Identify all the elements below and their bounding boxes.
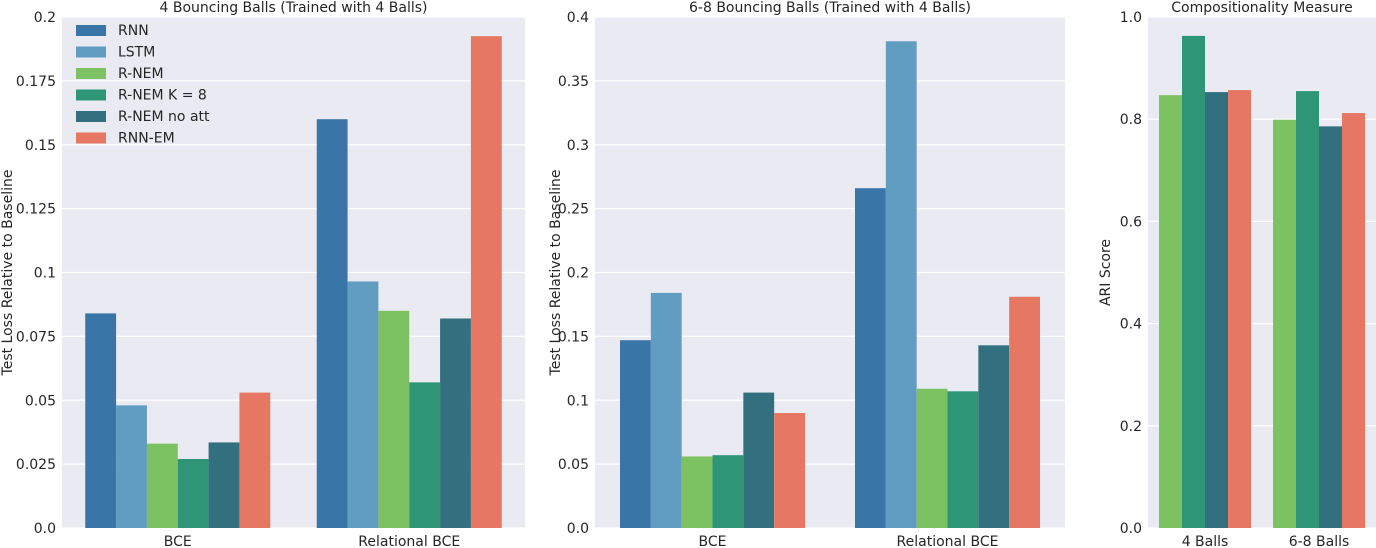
- panel-2-bar: [620, 340, 651, 528]
- panel-2-ytick-label: 0.15: [558, 329, 589, 345]
- legend: RNN LSTM R-NEM R-NEM K = 8 R-NEM no att RNN-E…: [76, 23, 210, 147]
- panel-3-ytick-label: 0.4: [1120, 317, 1142, 333]
- panel-1-bar: [146, 443, 178, 528]
- panel-1-bar: [116, 405, 147, 528]
- panel-2-xtick-label: Relational BCE: [897, 534, 999, 548]
- panel-3-xtick-label: 4 Balls: [1182, 534, 1229, 548]
- panel-2-bar: [743, 392, 775, 528]
- legend-swatch: [76, 111, 106, 122]
- panel-3-bar: [1159, 95, 1182, 529]
- panel-1-ytick-label: 0.175: [16, 74, 56, 90]
- panel-2-bar: [947, 391, 979, 528]
- legend-swatch: [76, 89, 106, 101]
- panel-3-ytick-label: 0.8: [1120, 112, 1142, 128]
- panel-2-bar: [1009, 296, 1040, 528]
- legend-swatch: [76, 25, 106, 36]
- panel-1-ytick-label: 0.15: [25, 138, 56, 154]
- panel-1-bar: [470, 36, 502, 528]
- panel-2-ytick-label: 0.25: [558, 202, 589, 218]
- panel-1-bar: [440, 318, 471, 528]
- panel-1-bar: [316, 119, 348, 528]
- panel-2-bar: [916, 388, 948, 528]
- panel-1-ytick-label: 0.025: [16, 457, 56, 473]
- panel-2-bar: [681, 456, 713, 528]
- panel-1-ytick-label: 0.075: [16, 329, 56, 345]
- panel-2-bar: [774, 413, 805, 528]
- panel-1-bar: [378, 310, 410, 528]
- panel-2-xtick-label: BCE: [699, 534, 727, 548]
- panel-1-bar: [239, 392, 271, 528]
- panel-3-bar: [1205, 92, 1228, 528]
- legend-label: R-NEM no att: [118, 109, 210, 125]
- panel-2-ytick-label: 0.4: [567, 10, 589, 26]
- legend-swatch: [76, 68, 106, 79]
- panel-2-ytick-label: 0.2: [567, 266, 589, 282]
- panel-1-ytick-label: 0.2: [34, 10, 56, 26]
- panel-3-ytick-label: 0.2: [1120, 419, 1142, 435]
- panel-2-ytick-label: 0.0: [567, 521, 589, 537]
- panel-1-ytick-label: 0.125: [16, 202, 56, 218]
- legend-swatch: [76, 132, 106, 144]
- panel-2-ytick-label: 0.1: [567, 393, 589, 409]
- panel-3-ytick-label: 0.6: [1120, 214, 1142, 230]
- panel-2-bar: [855, 188, 886, 528]
- panel-1-bar: [208, 442, 240, 528]
- panel-1: 0.0 0.025 0.05 0.075 0.1 0.125 0.15 0.175 0.2 BCE…: [0, 0, 525, 548]
- legend-label: RNN: [118, 23, 149, 39]
- legend-label: LSTM: [118, 45, 155, 61]
- panel-2-ytick-label: 0.3: [567, 138, 589, 154]
- panel-2-bar: [978, 345, 1010, 528]
- panel-3-bar: [1273, 119, 1296, 528]
- legend-label: RNN-EM: [118, 131, 175, 147]
- panel-1-ylabel: Test Loss Relative to Baseline: [0, 170, 16, 377]
- panel-2-bar: [712, 455, 744, 528]
- panel-3-bar: [1342, 113, 1365, 529]
- panel-3-ytick-label: 0.0: [1120, 521, 1142, 537]
- panel-3-ylabel: ARI Score: [1098, 239, 1114, 306]
- panel-1-ytick-label: 0.0: [34, 521, 56, 537]
- panel-3-bar: [1296, 91, 1319, 528]
- panel-2-bar: [885, 41, 917, 529]
- panel-1-ytick-label: 0.1: [34, 266, 56, 282]
- panel-3-bar: [1319, 126, 1342, 528]
- legend-label: R-NEM: [118, 66, 164, 82]
- panel-3-ytick-label: 1.0: [1120, 10, 1142, 26]
- panel-1-title: 4 Bouncing Balls (Trained with 4 Balls): [159, 0, 427, 16]
- panel-3-bar: [1228, 90, 1251, 528]
- panel-1-ytick-label: 0.05: [25, 393, 56, 409]
- panel-2-ytick-label: 0.35: [558, 74, 589, 90]
- panel-2-title: 6-8 Bouncing Balls (Trained with 4 Balls…: [689, 0, 971, 16]
- legend-swatch: [76, 46, 106, 58]
- panel-3: 0.0 0.2 0.4 0.6 0.8 1.0 4 Balls 6-8 Balls Compos…: [1098, 0, 1376, 548]
- panel-1-xtick-label: BCE: [164, 534, 192, 548]
- panel-3-bar: [1182, 35, 1205, 528]
- panel-1-bar: [177, 459, 209, 528]
- panel-3-xtick-label: 6-8 Balls: [1289, 534, 1350, 548]
- panel-1-bar: [85, 313, 117, 528]
- panel-1-bar: [409, 382, 441, 528]
- legend-label: R-NEM K = 8: [118, 88, 207, 104]
- panel-1-bar: [347, 281, 379, 528]
- panel-2-ylabel: Test Loss Relative to Baseline: [548, 170, 564, 377]
- panel-1-xtick-label: Relational BCE: [358, 534, 460, 548]
- panel-2: 0.0 0.05 0.1 0.15 0.2 0.25 0.3 0.35 0.4 BCE Relati…: [548, 0, 1065, 548]
- panel-3-title: Compositionality Measure: [1171, 0, 1353, 16]
- panel-2-bar: [650, 292, 682, 528]
- panel-2-ytick-label: 0.05: [558, 457, 589, 473]
